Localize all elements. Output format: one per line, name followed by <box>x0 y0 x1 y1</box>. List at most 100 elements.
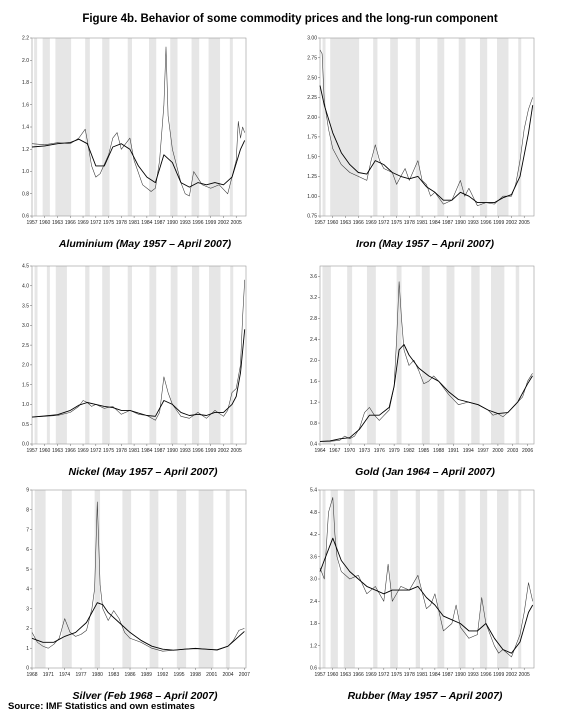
shaded-band <box>373 38 378 216</box>
x-tick-label: 1993 <box>180 220 191 226</box>
y-tick-label: 3.5 <box>22 303 29 309</box>
x-tick-label: 1995 <box>173 672 184 678</box>
x-tick-label: 1975 <box>103 448 114 454</box>
chart-svg: 0.4 0.8 1.2 1.6 2.0 2.4 2.8 3.2 3.6 1964 1967 1970 1… <box>310 265 535 454</box>
chart-svg: 0.75 1.00 1.25 1.50 1.75 2.00 2.25 2.50 2.75 3.00… <box>307 36 535 226</box>
x-tick-label: 2001 <box>206 672 217 678</box>
series-line-long-run <box>31 138 246 188</box>
y-tick-label: 5.4 <box>310 488 317 494</box>
y-tick-label: 0.75 <box>307 214 317 220</box>
y-tick-label: 4 <box>26 587 29 593</box>
y-tick-label: 0.6 <box>310 666 317 672</box>
x-tick-label: 1969 <box>77 220 88 226</box>
x-tick-label: 1977 <box>75 672 86 678</box>
y-tick-label: 1.75 <box>307 135 317 141</box>
series-line-price <box>31 279 245 421</box>
x-tick-label: 2002 <box>506 672 517 678</box>
x-tick-label: 2007 <box>239 672 250 678</box>
shaded-band <box>61 490 72 668</box>
shaded-band <box>518 38 522 216</box>
x-tick-label: 1981 <box>417 220 428 226</box>
x-tick-label: 2005 <box>519 672 530 678</box>
x-tick-label: 1978 <box>116 448 127 454</box>
x-tick-label: 1971 <box>43 672 54 678</box>
x-tick-label: 2005 <box>519 220 530 226</box>
shaded-band <box>191 266 200 444</box>
shaded-band <box>458 490 466 668</box>
shaded-band <box>46 266 50 444</box>
x-tick-label: 1982 <box>403 448 414 454</box>
y-tick-label: 2.0 <box>22 58 29 64</box>
shaded-band <box>437 38 445 216</box>
shaded-band <box>34 266 38 444</box>
x-tick-label: 1990 <box>167 220 178 226</box>
chart-aluminium: 0.6 0.8 1.0 1.2 1.4 1.6 1.8 2.0 2.2 1957 1960 1963 1… <box>8 34 254 230</box>
shaded-band <box>373 490 378 668</box>
y-tick-label: 4.0 <box>22 283 29 289</box>
figure-source: Source: IMF Statistics and own estimates <box>8 701 195 712</box>
y-tick-label: 1.2 <box>22 147 29 153</box>
shaded-band <box>230 266 234 444</box>
x-tick-label: 1984 <box>141 448 152 454</box>
x-tick-label: 1966 <box>353 672 364 678</box>
x-tick-label: 1957 <box>314 672 325 678</box>
x-tick-label: 1972 <box>378 672 389 678</box>
x-tick-label: 1976 <box>374 448 385 454</box>
x-tick-label: 2005 <box>231 448 242 454</box>
shaded-band <box>102 38 110 216</box>
x-tick-label: 1994 <box>463 448 474 454</box>
y-tick-label: 3.2 <box>310 295 317 301</box>
x-tick-label: 1978 <box>404 672 415 678</box>
x-tick-label: 1964 <box>314 448 325 454</box>
y-tick-label: 0.4 <box>310 442 317 448</box>
y-tick-label: 3.0 <box>310 577 317 583</box>
x-tick-label: 2004 <box>222 672 233 678</box>
shaded-band <box>390 38 398 216</box>
x-tick-label: 2002 <box>218 448 229 454</box>
y-tick-label: 0.8 <box>310 421 317 427</box>
x-tick-label: 1975 <box>103 220 114 226</box>
shaded-band <box>437 490 445 668</box>
chart-nickel: 0.0 0.5 1.0 1.5 2.0 2.5 3.0 3.5 4.0 4.5 1957 1960 19… <box>8 262 254 458</box>
y-tick-label: 1.0 <box>22 402 29 408</box>
x-tick-label: 1972 <box>90 220 101 226</box>
x-tick-label: 1996 <box>192 448 203 454</box>
x-tick-label: 1996 <box>192 220 203 226</box>
shaded-band <box>102 266 110 444</box>
x-tick-label: 2000 <box>492 448 503 454</box>
y-tick-label: 1.00 <box>307 194 317 200</box>
x-tick-label: 2002 <box>506 220 517 226</box>
y-tick-label: 6 <box>26 547 29 553</box>
shaded-band <box>176 490 187 668</box>
shaded-band <box>208 38 221 216</box>
y-tick-label: 2.0 <box>22 363 29 369</box>
x-tick-label: 1973 <box>359 448 370 454</box>
y-tick-label: 7 <box>26 527 29 533</box>
x-tick-label: 2005 <box>231 220 242 226</box>
shaded-band <box>515 266 520 444</box>
chart-silver: 0 1 2 3 4 5 6 7 8 9 1968 1971 1974 1977 1980 1983 1986 19… <box>8 486 254 682</box>
x-tick-label: 1972 <box>90 448 101 454</box>
y-tick-label: 2.25 <box>307 95 317 101</box>
x-tick-label: 1957 <box>26 220 37 226</box>
y-tick-label: 1 <box>26 646 29 652</box>
shaded-band <box>148 38 157 216</box>
y-tick-label: 3.6 <box>310 274 317 280</box>
plot-frame <box>319 37 535 217</box>
y-tick-label: 1.8 <box>310 621 317 627</box>
y-tick-label: 0.8 <box>22 191 29 197</box>
y-tick-label: 4.5 <box>22 264 29 270</box>
shaded-band <box>322 266 331 444</box>
y-tick-label: 8 <box>26 507 29 513</box>
x-tick-label: 1989 <box>141 672 152 678</box>
x-tick-label: 1999 <box>205 448 216 454</box>
shaded-band <box>122 490 132 668</box>
shaded-band <box>322 38 326 216</box>
y-tick-label: 2.00 <box>307 115 317 121</box>
shaded-band <box>55 38 72 216</box>
x-tick-label: 1983 <box>108 672 119 678</box>
y-tick-label: 0 <box>26 666 29 672</box>
x-tick-label: 1978 <box>404 220 415 226</box>
series-line-long-run <box>31 602 245 651</box>
